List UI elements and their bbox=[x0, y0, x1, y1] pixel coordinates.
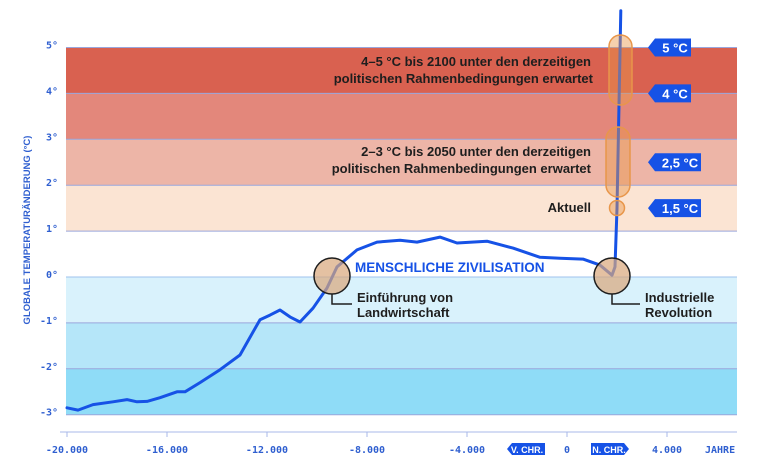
temperature-line bbox=[65, 9, 623, 412]
y-tick-label: 3° bbox=[46, 132, 58, 143]
temperature-band bbox=[66, 185, 737, 232]
temperature-band bbox=[66, 368, 737, 415]
annotation-2-3: 2–3 °C bis 2050 unter den derzeitigen bbox=[361, 144, 591, 159]
y-tick-label: 1° bbox=[46, 224, 58, 235]
temperature-band bbox=[66, 322, 737, 369]
highlight-2-3 bbox=[605, 126, 631, 198]
annotation-4-5-line2: politischen Rahmenbedingungen erwartet bbox=[334, 71, 594, 86]
industrial-leader bbox=[611, 294, 640, 305]
marker-tag: 2,5 °C bbox=[648, 153, 701, 172]
industrial-marker bbox=[593, 257, 631, 295]
y-tick-label: 5° bbox=[46, 41, 58, 52]
marker-tag-label: 5 °C bbox=[662, 41, 688, 56]
marker-tag-label: 2,5 °C bbox=[662, 155, 699, 170]
svg-text:N. CHR.: N. CHR. bbox=[592, 445, 626, 455]
x-tick-label: -4.000 bbox=[449, 445, 485, 456]
highlight-current bbox=[608, 199, 626, 217]
y-tick-label: 4° bbox=[46, 86, 58, 97]
marker-tag: 4 °C bbox=[648, 84, 691, 103]
y-tick-label: -2° bbox=[40, 362, 58, 373]
industrial-label: Industrielle bbox=[645, 290, 714, 305]
marker-tag: 1,5 °C bbox=[648, 199, 701, 218]
svg-text:V. CHR.: V. CHR. bbox=[511, 445, 543, 455]
industrial-label-line2: Revolution bbox=[645, 305, 712, 320]
annotation-4-5: 4–5 °C bis 2100 unter den derzeitigen bbox=[361, 54, 591, 69]
marker-tag: 5 °C bbox=[648, 38, 691, 57]
agriculture-label-line2: Landwirtschaft bbox=[357, 305, 450, 320]
x-tick-label: -20.000 bbox=[46, 445, 88, 456]
y-tick-label: -1° bbox=[40, 316, 58, 327]
agriculture-leader bbox=[331, 294, 352, 305]
y-axis-label: GLOBALE TEMPERATURÄNDERUNG (°C) bbox=[22, 136, 33, 325]
era-label-ad: N. CHR. bbox=[591, 443, 629, 455]
temperature-band bbox=[66, 93, 737, 140]
y-tick-label: -3° bbox=[40, 408, 58, 419]
y-tick-label: 2° bbox=[46, 178, 58, 189]
agriculture-label: Einführung von bbox=[357, 290, 453, 305]
era-label-bc: V. CHR. bbox=[507, 443, 545, 455]
x-tick-label: -16.000 bbox=[146, 445, 188, 456]
temperature-band bbox=[66, 139, 737, 186]
highlight-4-5 bbox=[608, 34, 633, 106]
agriculture-marker bbox=[313, 257, 351, 295]
x-tick-label: -12.000 bbox=[246, 445, 288, 456]
marker-tag-label: 1,5 °C bbox=[662, 201, 699, 216]
x-axis-label: JAHRE bbox=[705, 445, 735, 456]
civilization-label: MENSCHLICHE ZIVILISATION bbox=[355, 260, 545, 275]
marker-tag-label: 4 °C bbox=[662, 86, 688, 101]
x-tick-label: -8.000 bbox=[349, 445, 385, 456]
x-tick-label: 0 bbox=[564, 445, 570, 456]
annotation-2-3-line2: politischen Rahmenbedingungen erwartet bbox=[332, 161, 592, 176]
y-tick-label: 0° bbox=[46, 270, 58, 281]
temperature-band bbox=[66, 47, 737, 94]
annotation-current: Aktuell bbox=[548, 200, 591, 215]
x-tick-label: 4.000 bbox=[652, 445, 682, 456]
